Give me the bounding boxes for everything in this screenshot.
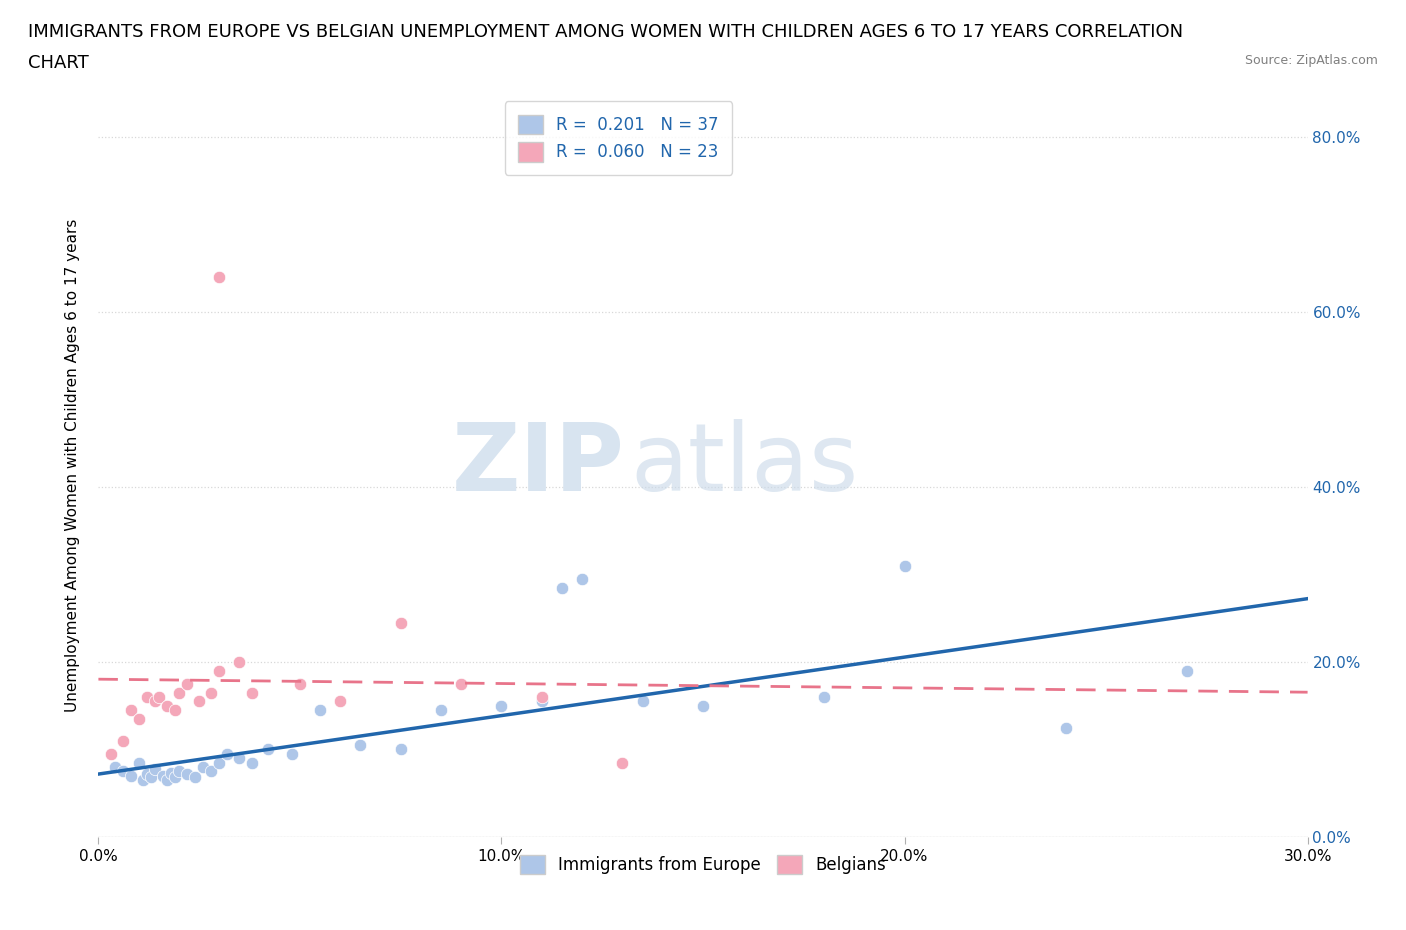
Point	[813, 689, 835, 704]
Point	[152, 768, 174, 783]
Point	[491, 698, 513, 713]
Point	[208, 755, 231, 770]
Point	[167, 685, 190, 700]
Point	[160, 765, 183, 780]
Point	[256, 742, 278, 757]
Point	[612, 755, 634, 770]
Point	[309, 703, 332, 718]
Text: atlas: atlas	[630, 419, 859, 511]
Point	[692, 698, 714, 713]
Point	[132, 773, 155, 788]
Point	[111, 764, 134, 778]
Text: IMMIGRANTS FROM EUROPE VS BELGIAN UNEMPLOYMENT AMONG WOMEN WITH CHILDREN AGES 6 : IMMIGRANTS FROM EUROPE VS BELGIAN UNEMPL…	[28, 23, 1184, 41]
Text: Source: ZipAtlas.com: Source: ZipAtlas.com	[1244, 54, 1378, 67]
Point	[329, 694, 352, 709]
Y-axis label: Unemployment Among Women with Children Ages 6 to 17 years: Unemployment Among Women with Children A…	[65, 219, 80, 711]
Point	[103, 760, 125, 775]
Point	[176, 676, 198, 691]
Point	[176, 766, 198, 781]
Point	[100, 747, 122, 762]
Text: CHART: CHART	[28, 54, 89, 72]
Point	[281, 747, 304, 762]
Point	[163, 703, 186, 718]
Point	[228, 751, 250, 765]
Point	[188, 694, 211, 709]
Point	[148, 689, 170, 704]
Point	[139, 770, 162, 785]
Point	[163, 770, 186, 785]
Point	[893, 558, 915, 573]
Point	[571, 571, 593, 586]
Point	[128, 755, 150, 770]
Point	[1175, 663, 1198, 678]
Point	[200, 764, 222, 778]
Point	[128, 711, 150, 726]
Point	[217, 747, 239, 762]
Point	[193, 760, 215, 775]
Point	[184, 770, 207, 785]
Point	[288, 676, 311, 691]
Point	[240, 755, 263, 770]
Point	[156, 698, 179, 713]
Point	[228, 655, 250, 670]
Point	[111, 733, 134, 748]
Point	[200, 685, 222, 700]
Point	[143, 694, 166, 709]
Point	[530, 694, 553, 709]
Point	[240, 685, 263, 700]
Text: ZIP: ZIP	[451, 419, 624, 511]
Point	[450, 676, 472, 691]
Point	[389, 615, 412, 630]
Point	[208, 663, 231, 678]
Point	[208, 270, 231, 285]
Point	[389, 742, 412, 757]
Point	[120, 768, 142, 783]
Point	[631, 694, 654, 709]
Point	[430, 703, 453, 718]
Point	[1054, 720, 1077, 735]
Point	[530, 689, 553, 704]
Point	[135, 766, 157, 781]
Point	[143, 762, 166, 777]
Legend: Immigrants from Europe, Belgians: Immigrants from Europe, Belgians	[513, 848, 893, 881]
Point	[349, 737, 371, 752]
Point	[167, 764, 190, 778]
Point	[135, 689, 157, 704]
Point	[156, 773, 179, 788]
Point	[120, 703, 142, 718]
Point	[551, 580, 574, 595]
